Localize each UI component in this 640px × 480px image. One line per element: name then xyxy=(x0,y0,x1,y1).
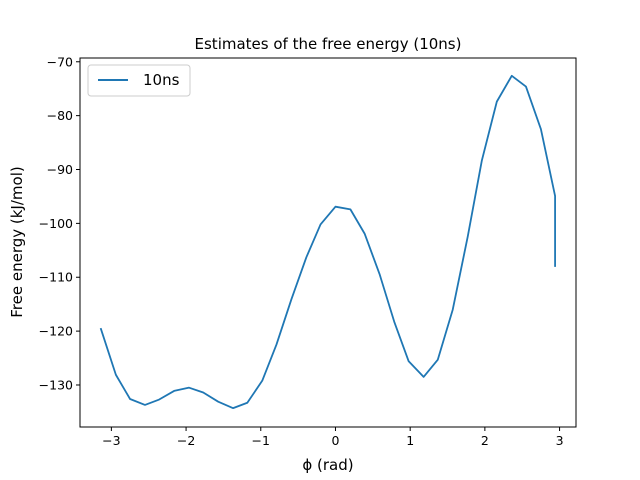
chart-title: Estimates of the free energy (10ns) xyxy=(195,35,462,53)
legend: 10ns xyxy=(87,64,191,97)
series-line-10ns xyxy=(99,74,556,410)
x-tick-label: 0 xyxy=(331,433,339,448)
y-tick-label: −120 xyxy=(39,324,73,339)
plot-frame xyxy=(79,57,577,428)
x-tick-label: −3 xyxy=(102,433,120,448)
y-tick-label: −90 xyxy=(47,162,73,177)
x-tick-label: 2 xyxy=(481,433,489,448)
legend-box xyxy=(87,64,191,97)
x-axis-label: ϕ (rad) xyxy=(302,456,353,474)
y-tick-label: −130 xyxy=(39,377,73,392)
y-tick-label: −70 xyxy=(47,54,73,69)
y-axis-label: Free energy (kJ/mol) xyxy=(8,166,26,317)
x-tick-label: 1 xyxy=(406,433,414,448)
series-layer xyxy=(99,74,556,410)
x-tick-label: −2 xyxy=(177,433,195,448)
x-tick-label: −1 xyxy=(252,433,270,448)
plot-area xyxy=(80,58,576,427)
ticks-layer: −3 −2 −1 0 1 2 3 −130 −120 −110 −100 −90 −80 −70 xyxy=(39,54,564,448)
y-tick-label: −110 xyxy=(39,270,73,285)
x-tick-label: 3 xyxy=(556,433,564,448)
legend-label: 10ns xyxy=(143,71,180,89)
y-tick-label: −100 xyxy=(39,216,73,231)
y-tick-label: −80 xyxy=(47,108,73,123)
